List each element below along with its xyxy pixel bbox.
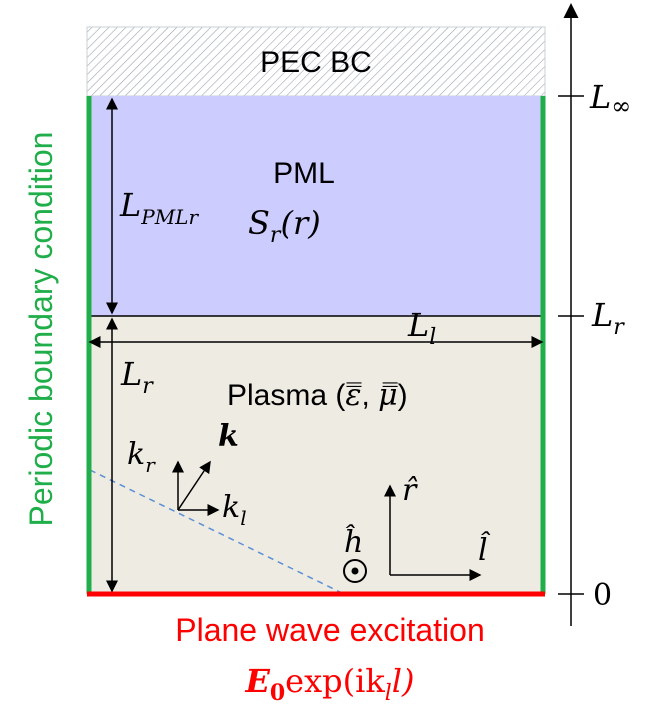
excitation-label: Plane wave excitation — [175, 612, 485, 648]
k-vector-label: k — [218, 419, 239, 454]
kl-label: kl — [222, 490, 247, 530]
plasma-region — [87, 316, 545, 594]
ll-width-label: Ll — [407, 306, 436, 350]
pec-label: PEC BC — [260, 46, 372, 79]
unit-l-label: l̂ — [478, 531, 490, 568]
plasma-label: Plasma (ε̿, μ̿) — [227, 378, 408, 413]
pml-thickness-label: LPMLr — [119, 186, 199, 229]
excitation-formula: E0exp(ikll) — [244, 662, 414, 706]
axis-label-zero: 0 — [593, 578, 612, 613]
pml-title: PML — [273, 157, 335, 190]
periodic-boundary-label: Periodic boundary condition — [23, 132, 59, 527]
kr-label: kr — [127, 437, 156, 477]
wavefront-dashed-line — [89, 469, 343, 594]
unit-h-label: ĥ — [344, 524, 363, 560]
k-arrow — [177, 460, 211, 511]
axis-label-mid: Lr — [591, 296, 625, 340]
axis-label-top: L∞ — [589, 78, 631, 120]
pml-region — [87, 96, 545, 316]
lr-height-label: Lr — [120, 355, 154, 399]
pml-stretch-label: Sr(r) — [248, 204, 321, 248]
pec-region — [86, 26, 546, 97]
unit-h-out-of-plane-icon — [343, 559, 367, 583]
unit-h-dot — [351, 567, 359, 575]
unit-r-label: r̂ — [402, 473, 418, 508]
